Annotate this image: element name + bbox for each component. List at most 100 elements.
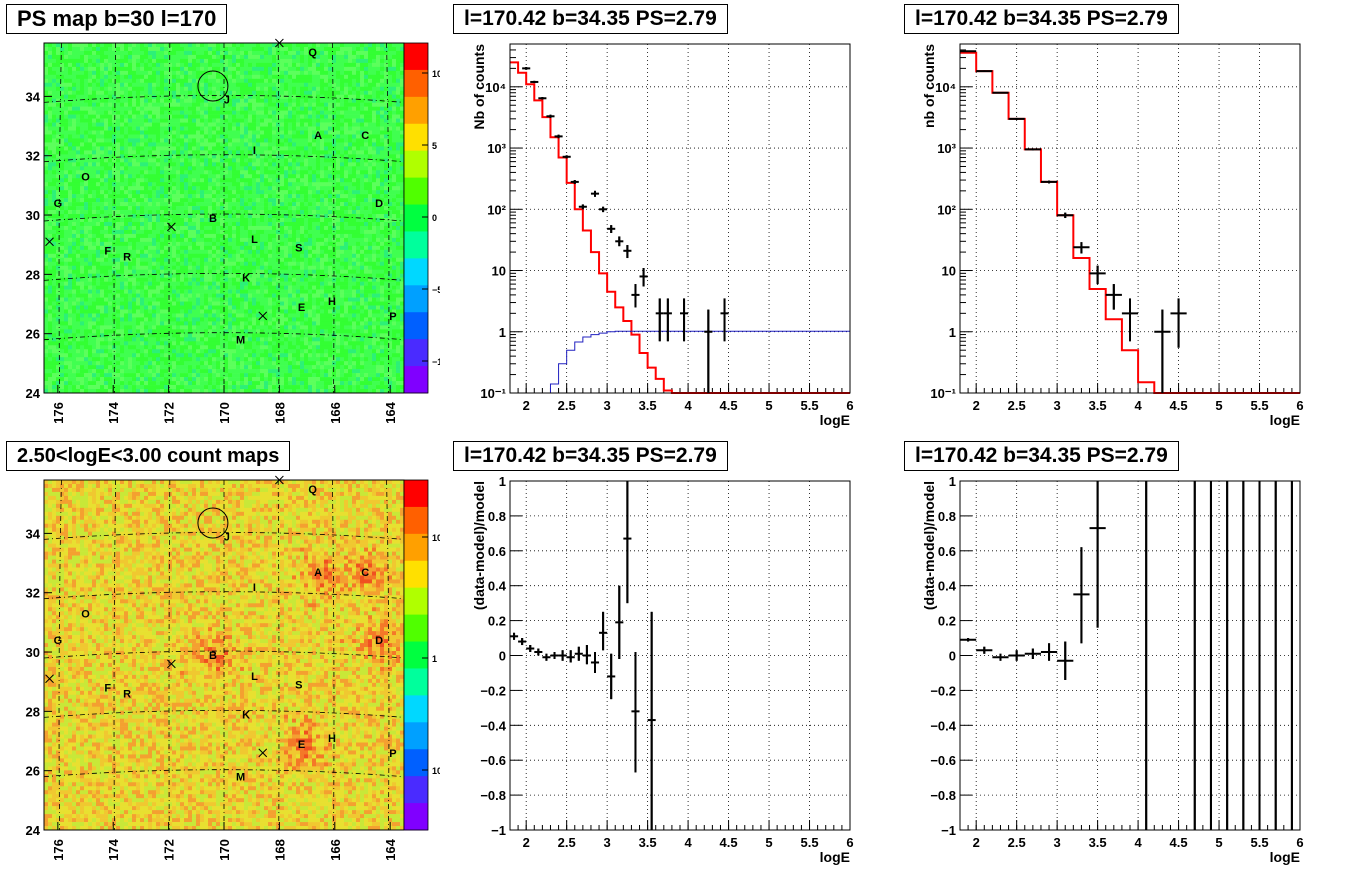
heatmap-cell (108, 146, 113, 151)
heatmap-cell (200, 202, 205, 207)
heatmap-cell (368, 198, 373, 203)
heatmap-cell (324, 70, 329, 76)
heatmap-cell (396, 86, 401, 92)
heatmap-cell (160, 182, 165, 187)
heatmap-cell (64, 253, 69, 259)
heatmap-cell (324, 94, 329, 99)
heatmap-cell (128, 158, 133, 163)
heatmap-cell (324, 86, 329, 92)
heatmap-cell (112, 142, 117, 147)
heatmap-cell (380, 150, 385, 155)
heatmap-cell (80, 142, 85, 147)
heatmap-cell (168, 186, 173, 191)
heatmap-cell (280, 58, 285, 64)
heatmap-cell (140, 261, 145, 267)
heatmap-cell (396, 150, 401, 155)
heatmap-cell (236, 130, 241, 135)
heatmap-cell (260, 186, 265, 191)
heatmap-cell (76, 210, 81, 215)
heatmap-cell (232, 206, 237, 211)
heatmap-cell (160, 225, 165, 231)
heatmap-cell (340, 178, 345, 183)
heatmap-cell (212, 86, 217, 92)
heatmap-cell (212, 146, 217, 151)
heatmap-cell (168, 102, 173, 107)
heatmap-cell (400, 158, 405, 163)
heatmap-cell (252, 46, 257, 52)
heatmap-cell (296, 170, 301, 175)
heatmap-cell (264, 170, 269, 175)
heatmap-cell (236, 114, 241, 119)
heatmap-cell (164, 150, 169, 155)
heatmap-cell (192, 70, 197, 76)
heatmap-cell (100, 78, 105, 84)
heatmap-cell (104, 58, 109, 64)
heatmap-cell (380, 43, 385, 48)
heatmap-cell (128, 194, 133, 199)
heatmap-cell (348, 214, 353, 219)
heatmap-cell (312, 182, 317, 187)
heatmap-cell (56, 206, 61, 211)
heatmap-cell (68, 186, 73, 191)
heatmap-cell (84, 214, 89, 219)
heatmap-cell (180, 90, 185, 96)
heatmap-cell (392, 210, 397, 215)
heatmap-cell (212, 249, 217, 255)
heatmap-cell (120, 118, 125, 123)
heatmap-cell (216, 50, 221, 56)
heatmap-cell (152, 257, 157, 263)
heatmap-cell (88, 170, 93, 175)
heatmap-cell (328, 134, 333, 139)
heatmap-cell (120, 210, 125, 215)
heatmap-cell (156, 94, 161, 99)
heatmap-cell (136, 225, 141, 231)
heatmap-cell (56, 178, 61, 183)
heatmap-cell (336, 146, 341, 151)
heatmap-cell (276, 114, 281, 119)
heatmap-cell (272, 78, 277, 84)
heatmap-cell (152, 158, 157, 163)
heatmap-cell (188, 257, 193, 263)
heatmap-cell (372, 78, 377, 84)
heatmap-cell (304, 249, 309, 255)
heatmap-cell (236, 225, 241, 231)
heatmap-cell (260, 118, 265, 123)
heatmap-cell (108, 174, 113, 179)
heatmap-cell (392, 150, 397, 155)
heatmap-cell (228, 253, 233, 259)
heatmap-cell (44, 210, 49, 215)
heatmap-cell (356, 150, 361, 155)
heatmap-cell (84, 78, 89, 84)
heatmap-cell (172, 210, 177, 215)
heatmap-cell (376, 70, 381, 76)
heatmap-cell (352, 58, 357, 64)
heatmap-cell (144, 166, 149, 171)
heatmap-cell (264, 74, 269, 80)
heatmap-cell (268, 90, 273, 96)
heatmap-cell (204, 134, 209, 139)
heatmap-cell (204, 178, 209, 183)
heatmap-cell (72, 218, 77, 223)
heatmap-cell (44, 43, 49, 48)
heatmap-cell (252, 150, 257, 155)
heatmap-cell (48, 126, 53, 131)
heatmap-cell (384, 206, 389, 211)
heatmap-cell (252, 82, 257, 88)
heatmap-cell (52, 46, 57, 52)
heatmap-cell (112, 54, 117, 60)
heatmap-cell (216, 106, 221, 111)
heatmap-cell (360, 94, 365, 99)
heatmap-cell (192, 170, 197, 175)
heatmap-cell (296, 233, 301, 239)
heatmap-cell (264, 210, 269, 215)
heatmap-cell (232, 86, 237, 92)
heatmap-cell (264, 118, 269, 123)
heatmap-cell (104, 170, 109, 175)
heatmap-cell (132, 110, 137, 115)
heatmap-cell (52, 233, 57, 239)
heatmap-cell (232, 46, 237, 52)
heatmap-cell (224, 58, 229, 64)
heatmap-cell (168, 150, 173, 155)
heatmap-cell (296, 150, 301, 155)
heatmap-cell (116, 178, 121, 183)
